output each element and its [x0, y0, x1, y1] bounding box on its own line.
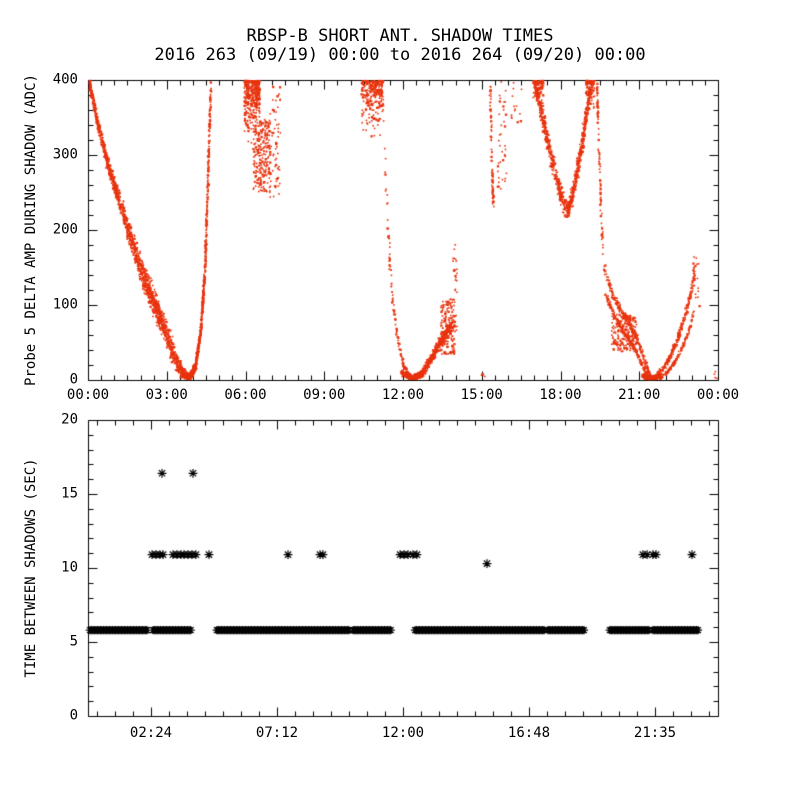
chart-subtitle: 2016 263 (09/19) 00:00 to 2016 264 (09/2… — [154, 45, 646, 65]
bottom-panel-x-tick-label: 21:35 — [633, 725, 677, 741]
top-panel-y-tick-label: 200 — [52, 221, 78, 238]
bottom-panel-x-tick-label: 16:48 — [507, 725, 551, 741]
bottom-panel-y-tick-label: 5 — [69, 633, 78, 650]
bottom-panel-x-tick-label: 07:12 — [255, 725, 299, 741]
chart-title: RBSP-B SHORT ANT. SHADOW TIMES — [246, 26, 554, 46]
top-panel-x-tick-label: 00:00 — [696, 387, 740, 403]
top-panel-y-tick-label: 400 — [52, 71, 78, 88]
top-panel-y-tick-label: 300 — [52, 146, 78, 163]
bottom-panel-y-tick-label: 10 — [61, 559, 78, 576]
top-panel-x-tick-label: 09:00 — [303, 387, 346, 403]
bottom-panel-y-tick-label: 0 — [69, 707, 78, 724]
top-panel-x-tick-label: 03:00 — [145, 387, 188, 403]
top-panel-y-tick-label: 100 — [52, 296, 78, 313]
bottom-panel-y-tick-label: 20 — [61, 411, 78, 428]
bottom-panel-y-tick-label: 15 — [61, 485, 78, 502]
top-panel-x-tick-label: 21:00 — [618, 387, 661, 403]
top-panel-x-tick-label: 06:00 — [224, 387, 267, 403]
bottom-panel-x-tick-label: 12:00 — [381, 725, 425, 741]
top-panel-x-tick-label: 00:00 — [66, 387, 110, 403]
top-panel-x-tick-label: 18:00 — [539, 387, 582, 403]
top-panel-y-tick-label: 0 — [69, 371, 78, 388]
bottom-panel-x-tick-label: 02:24 — [129, 725, 173, 741]
top-panel-x-tick-label: 15:00 — [460, 387, 503, 403]
top-panel-x-tick-label: 12:00 — [381, 387, 425, 403]
